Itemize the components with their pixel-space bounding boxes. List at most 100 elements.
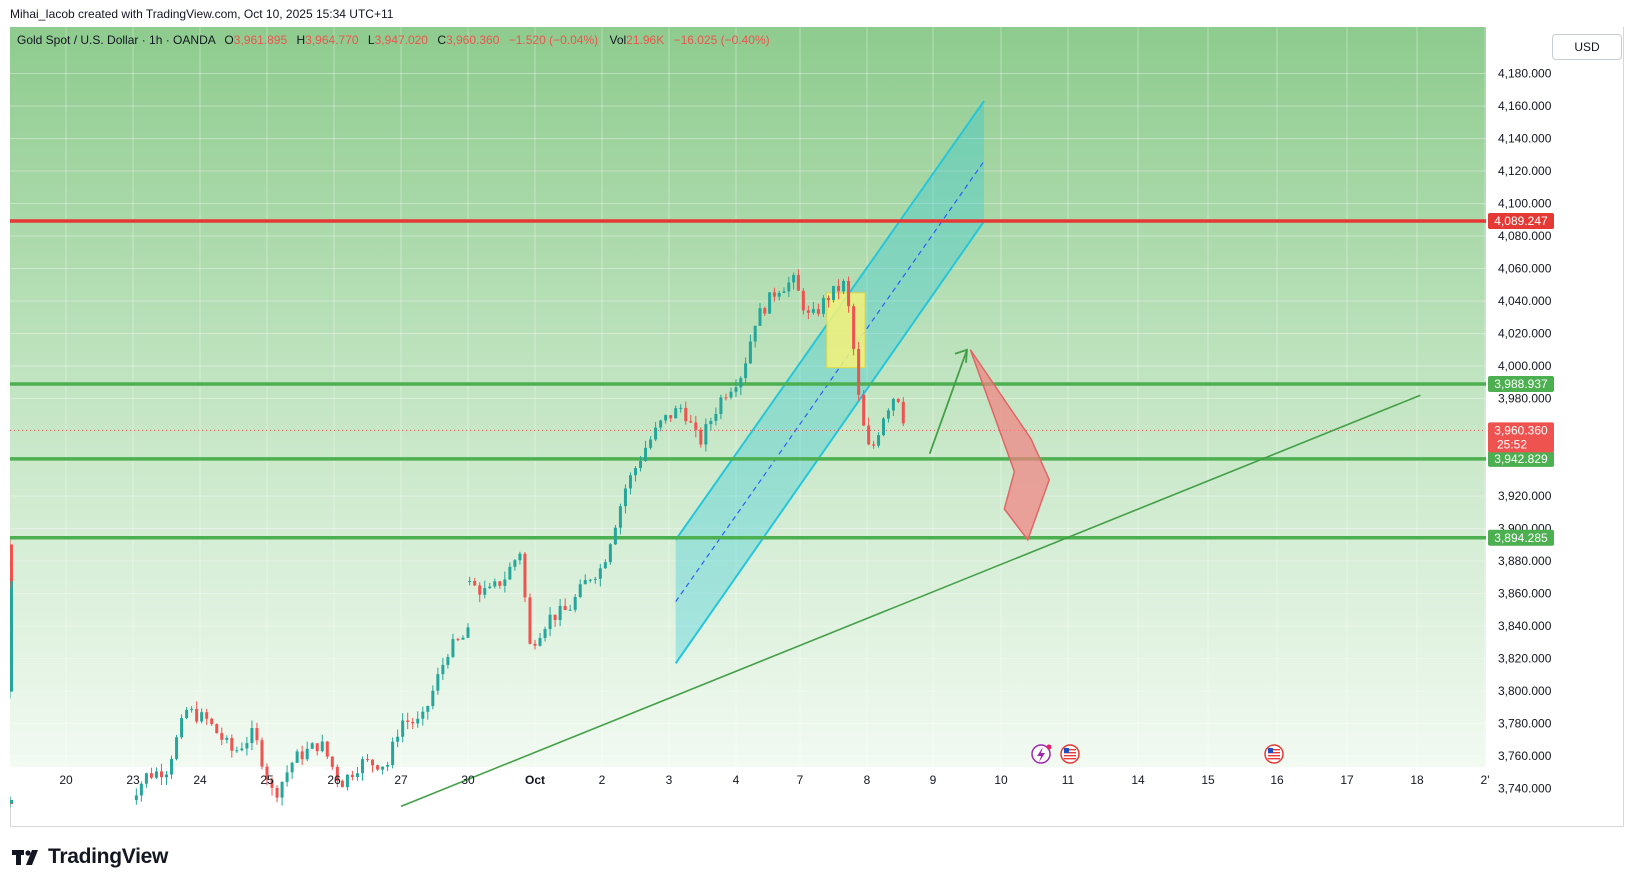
candle [593, 576, 597, 584]
candle [451, 633, 455, 659]
candle [381, 766, 385, 775]
price-tick-label: 4,040.000 [1498, 294, 1552, 308]
currency-button[interactable]: USD [1552, 34, 1622, 60]
price-tick-label: 3,980.000 [1498, 392, 1552, 406]
price-tick-label: 4,180.000 [1498, 67, 1552, 81]
time-axis[interactable]: 20 23 24 25 26 27 30 Oct 2 3 4 7 8 9 10 11 14 15 16 17 18 2' [59, 773, 1489, 787]
candle [175, 734, 179, 761]
candle [563, 598, 567, 611]
time-tick-label: 26 [327, 773, 341, 787]
candle [406, 712, 410, 730]
candle [488, 582, 492, 589]
candle [513, 558, 517, 571]
legend-l-value: 3,947.020 [375, 33, 429, 47]
price-axis-area [1486, 27, 1623, 767]
rise-arrow-head[interactable] [954, 348, 969, 363]
svg-text:4,089.247: 4,089.247 [1494, 214, 1548, 228]
candle [10, 798, 13, 805]
candle [170, 755, 174, 780]
candle [195, 701, 199, 724]
candle [466, 623, 470, 639]
candle [10, 609, 13, 634]
earnings-icon[interactable] [1031, 744, 1052, 764]
candle [391, 737, 395, 769]
time-tick-label: 4 [733, 773, 740, 787]
candle [832, 285, 835, 303]
candle [154, 767, 158, 780]
candle [588, 578, 592, 583]
candle [10, 587, 13, 614]
time-tick-label: 30 [461, 773, 475, 787]
candle [325, 741, 329, 759]
candle [628, 472, 632, 495]
candle [623, 484, 627, 514]
candle [777, 290, 781, 301]
candle [872, 440, 876, 449]
candle [748, 334, 752, 365]
drop-arrow[interactable] [969, 349, 1051, 542]
candle [608, 543, 612, 565]
candle [270, 777, 274, 796]
candle [689, 414, 693, 424]
price-tick-label: 4,080.000 [1498, 229, 1552, 243]
candle [538, 632, 542, 647]
trendline-line[interactable] [400, 394, 1421, 808]
candle [508, 562, 512, 580]
candle [634, 466, 637, 482]
legend-c-value: 3,960.360 [446, 33, 500, 47]
price-tick-label: 4,120.000 [1498, 164, 1552, 178]
price-tick-label: 3,820.000 [1498, 652, 1552, 666]
price-axis[interactable]: 4,180.000 4,160.000 4,140.000 4,120.000 4,10… [1498, 67, 1552, 796]
support-trendline[interactable] [400, 394, 1421, 808]
candle [456, 637, 460, 642]
svg-text:3,942.829: 3,942.829 [1494, 452, 1548, 466]
candle [235, 746, 239, 753]
legend-vol-label: Vol [609, 33, 626, 47]
candle [709, 417, 713, 431]
candle [144, 772, 148, 788]
candle [787, 276, 791, 297]
svg-text:3,988.937: 3,988.937 [1494, 377, 1548, 391]
rise-arrow-line[interactable] [928, 349, 968, 455]
candle [180, 714, 184, 740]
channel-lower-line[interactable] [674, 220, 985, 664]
candle [729, 387, 733, 400]
event-icons[interactable] [1031, 744, 1284, 764]
chart-canvas[interactable]: 4,180.000 4,160.000 4,140.000 4,120.000 4,10… [10, 27, 1624, 827]
candle [896, 398, 900, 404]
us-flag-icon[interactable] [1060, 744, 1080, 764]
svg-text:3,960.360: 3,960.360 [1494, 423, 1548, 437]
candle [877, 432, 881, 448]
svg-text:3,894.285: 3,894.285 [1494, 531, 1548, 545]
candle [734, 379, 738, 397]
candle [371, 759, 375, 773]
candle [416, 711, 420, 728]
price-tick-label: 4,000.000 [1498, 359, 1552, 373]
us-flag-icon[interactable] [1264, 744, 1284, 764]
candle [139, 781, 143, 802]
candle [583, 574, 587, 585]
candle [806, 305, 810, 320]
candle [664, 414, 668, 424]
tradingview-logo-icon [12, 849, 38, 865]
candle [837, 279, 841, 300]
candle [350, 770, 354, 781]
candle [10, 562, 13, 588]
support-price-tag: 3,942.829 [1488, 450, 1554, 467]
time-tick-label: 24 [193, 773, 207, 787]
candle [230, 734, 234, 758]
tradingview-logo[interactable]: TradingView [12, 845, 168, 869]
candle [679, 404, 683, 413]
candle [426, 705, 430, 720]
creator-line: Mihai_Iacob created with TradingView.com… [10, 7, 394, 21]
projection-arrows[interactable] [928, 348, 1051, 542]
candle [772, 287, 776, 302]
time-tick-label: 23 [126, 773, 140, 787]
candle [782, 287, 786, 294]
candle [441, 657, 445, 680]
candle [704, 418, 708, 452]
time-tick-label: 3 [666, 773, 673, 787]
candle [659, 419, 663, 432]
candle [483, 580, 487, 599]
candle [886, 408, 890, 423]
